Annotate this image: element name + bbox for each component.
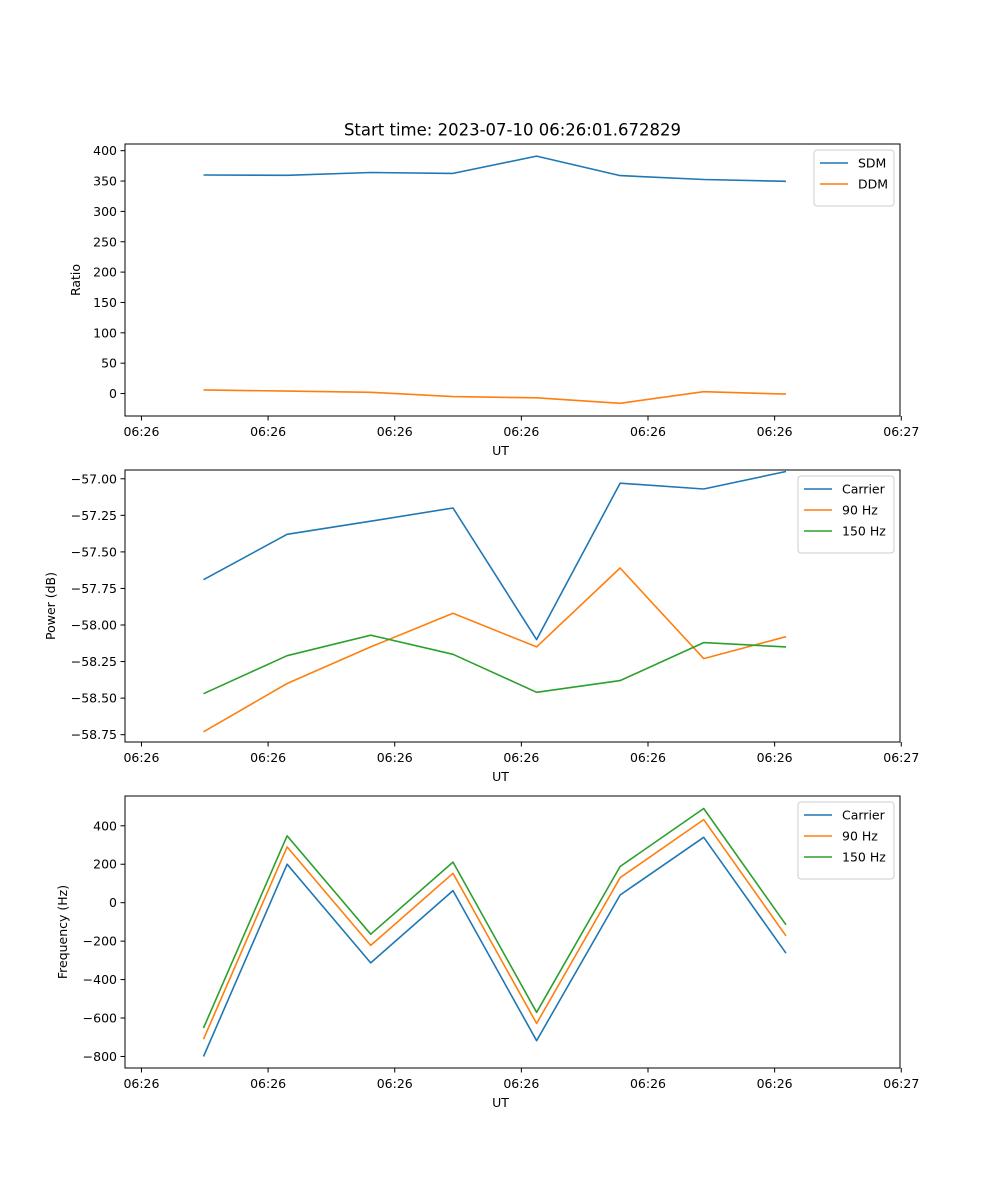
axes-frame [124,143,901,417]
series-line [203,155,787,183]
y-tick-label: 0 [109,386,117,401]
x-tick-label: 06:26 [630,750,666,765]
y-tick-label: 400 [93,143,117,158]
y-tick-label: −57.25 [71,508,117,523]
x-tick-label: 06:26 [250,424,286,439]
series-line [202,818,787,1040]
x-tick-label: 06:26 [757,750,793,765]
x-tick-label: 06:26 [630,1076,666,1091]
x-tick-label: 06:27 [883,424,919,439]
x-axis-label: UT [492,1095,509,1110]
y-tick-label: 300 [93,204,117,219]
figure-title: Start time: 2023-07-10 06:26:01.672829 [344,121,681,140]
y-tick-label: −200 [83,934,117,949]
x-tick-label: 06:26 [503,424,539,439]
legend-box [797,801,895,880]
y-tick-label: −800 [83,1049,117,1064]
x-tick-label: 06:26 [630,424,666,439]
x-tick-label: 06:26 [123,424,159,439]
x-axis-label: UT [492,769,509,784]
x-tick-label: 06:26 [503,1076,539,1091]
x-tick-label: 06:27 [883,750,919,765]
y-tick-label: −58.50 [71,691,117,706]
y-tick-label: −58.75 [71,727,117,742]
legend-label: DDM [858,177,888,192]
legend-label: 90 Hz [842,503,878,518]
y-tick-label: −57.00 [71,471,117,486]
y-axis-label: Power (dB) [43,572,58,640]
y-tick-label: 50 [101,356,117,371]
legend-label: SDM [858,156,886,171]
x-axis-label: UT [492,443,509,458]
series-line [202,807,787,1029]
panel-power: 06:26 06:26 06:26 06:26 06:26 06:26 06:27 −58.7… [43,469,919,784]
x-tick-label: 06:26 [377,1076,413,1091]
legend-label: Carrier [842,482,886,497]
panel-frequency: 06:26 06:26 06:26 06:26 06:26 06:26 06:27 −800 −… [55,795,919,1110]
axes-frame [124,795,901,1069]
legend-box [813,149,895,207]
x-tick-label: 06:26 [123,1076,159,1091]
x-tick-label: 06:26 [377,750,413,765]
y-tick-label: −600 [83,1011,117,1026]
y-axis-label: Ratio [68,264,83,296]
y-tick-label: −400 [83,972,117,987]
legend-box [797,475,895,554]
y-tick-label: 200 [93,265,117,280]
y-tick-label: 350 [93,174,117,189]
y-tick-label: −57.50 [71,544,117,559]
y-tick-label: −58.00 [71,618,117,633]
y-tick-label: −57.75 [71,581,117,596]
y-tick-label: 0 [109,895,117,910]
x-tick-label: 06:26 [757,424,793,439]
series-line [202,836,787,1057]
panel-ratio: 06:26 06:26 06:26 06:26 06:26 06:26 06:27 0 50 10… [68,143,919,458]
legend-label: Carrier [842,808,886,823]
y-tick-label: 250 [93,234,117,249]
y-tick-label: −58.25 [71,654,117,669]
legend-label: 150 Hz [842,850,886,865]
series-line [203,389,787,405]
axes-frame [124,469,901,743]
series-line [203,567,787,733]
legend-label: 150 Hz [842,524,886,539]
series-line [203,470,787,641]
x-tick-label: 06:27 [883,1076,919,1091]
y-axis-label: Frequency (Hz) [55,885,70,979]
y-tick-label: 150 [93,295,117,310]
y-tick-label: 100 [93,325,117,340]
legend-label: 90 Hz [842,829,878,844]
y-tick-label: 200 [93,857,117,872]
x-tick-label: 06:26 [757,1076,793,1091]
x-tick-label: 06:26 [123,750,159,765]
y-tick-label: 400 [93,818,117,833]
x-tick-label: 06:26 [503,750,539,765]
x-tick-label: 06:26 [250,1076,286,1091]
series-line [203,634,787,695]
x-tick-label: 06:26 [377,424,413,439]
x-tick-label: 06:26 [250,750,286,765]
